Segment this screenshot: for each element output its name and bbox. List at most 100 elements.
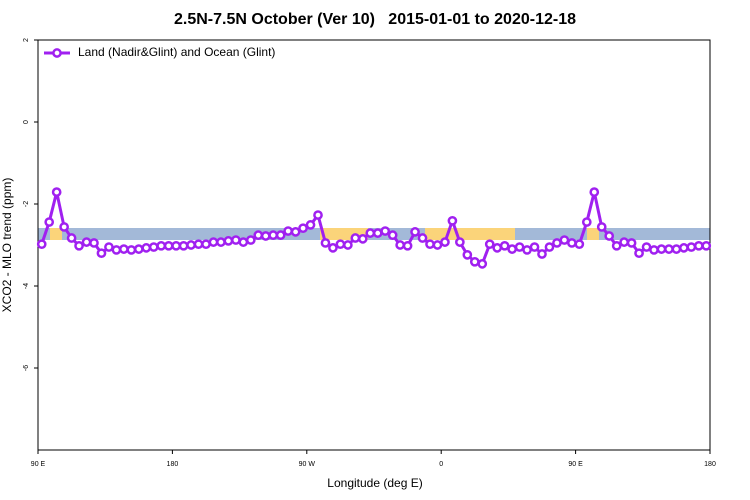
data-point: [544, 242, 555, 252]
land-patch: [425, 228, 515, 240]
data-point: [186, 240, 196, 250]
x-tick-label: 180: [704, 461, 716, 468]
data-point: [156, 240, 167, 251]
y-tick-label: 2: [23, 38, 30, 42]
data-point: [81, 237, 92, 247]
data-point: [51, 187, 62, 197]
data-point: [44, 217, 55, 227]
legend-label: Land (Nadir&Glint) and Ocean (Glint): [78, 45, 275, 59]
data-point: [313, 210, 323, 220]
x-tick-label: 90 W: [299, 461, 316, 468]
data-point: [679, 243, 689, 253]
data-point: [492, 243, 503, 253]
data-point: [604, 231, 615, 241]
data-point: [350, 233, 361, 243]
data-point: [417, 233, 428, 243]
data-point: [656, 244, 667, 254]
data-point: [268, 230, 279, 241]
data-point: [380, 226, 391, 236]
data-point: [387, 230, 398, 241]
data-point: [462, 249, 473, 260]
data-point: [343, 240, 353, 250]
data-point: [425, 239, 435, 250]
data-point: [372, 228, 383, 238]
data-point: [238, 237, 249, 247]
legend-marker: [52, 48, 62, 58]
data-point: [365, 228, 376, 238]
data-point: [581, 217, 592, 227]
data-point: [649, 245, 659, 255]
data-point: [89, 238, 99, 248]
x-tick-label: 180: [167, 461, 179, 468]
data-point: [402, 240, 413, 251]
data-point: [477, 259, 488, 269]
data-point: [395, 240, 405, 250]
y-tick-label: -2: [23, 201, 30, 207]
data-point: [328, 243, 338, 253]
data-point: [611, 240, 622, 251]
data-point: [223, 236, 234, 246]
data-point: [671, 244, 682, 254]
data-point: [96, 248, 107, 259]
data-point: [447, 215, 458, 226]
data-point: [201, 239, 211, 250]
data-point: [216, 237, 226, 247]
data-point: [410, 227, 420, 237]
data-point: [567, 238, 577, 248]
data-point: [619, 237, 629, 247]
data-point: [626, 238, 637, 248]
data-point: [357, 234, 368, 244]
x-tick-label: 90 E: [31, 461, 46, 468]
data-point: [693, 240, 704, 251]
land-patch: [50, 228, 62, 240]
data-point: [552, 238, 562, 248]
data-point: [514, 242, 525, 252]
data-point: [529, 242, 540, 252]
data-point: [596, 222, 607, 232]
data-point: [36, 239, 47, 250]
data-point: [484, 239, 495, 250]
x-tick-label: 90 E: [568, 461, 583, 468]
data-point: [66, 233, 77, 243]
y-tick-label: 0: [23, 120, 30, 124]
data-point: [178, 240, 189, 251]
data-point: [290, 227, 301, 237]
data-point: [522, 245, 532, 255]
data-point: [260, 231, 271, 241]
data-point: [133, 244, 144, 254]
land-patch: [587, 228, 599, 240]
data-point: [537, 249, 547, 259]
y-tick-label: -4: [23, 283, 30, 289]
data-point: [74, 240, 84, 251]
y-axis-label: XCO2 - MLO trend (ppm): [0, 178, 14, 313]
data-point: [148, 242, 159, 252]
data-point: [589, 187, 600, 197]
data-point: [574, 239, 585, 250]
data-point: [664, 244, 674, 254]
data-point: [275, 230, 286, 241]
data-point: [686, 242, 697, 252]
data-point: [193, 239, 204, 250]
x-axis-label: Longitude (deg E): [327, 476, 422, 490]
data-point: [163, 240, 174, 251]
data-point: [634, 248, 644, 259]
data-point: [298, 223, 308, 234]
data-point: [245, 235, 256, 245]
data-point: [559, 235, 570, 245]
data-point: [253, 230, 264, 241]
data-point: [231, 235, 241, 245]
data-point: [469, 256, 480, 267]
chart-title: 2.5N-7.5N October (Ver 10) 2015-01-01 to…: [174, 11, 576, 28]
data-point: [320, 238, 331, 248]
data-point: [111, 245, 122, 255]
data-point: [171, 240, 181, 251]
data-point: [59, 222, 69, 232]
data-point: [641, 242, 652, 252]
data-point: [208, 237, 219, 247]
data-point: [455, 237, 465, 247]
data-point: [440, 237, 450, 247]
data-point: [126, 245, 137, 255]
data-point: [701, 240, 712, 251]
